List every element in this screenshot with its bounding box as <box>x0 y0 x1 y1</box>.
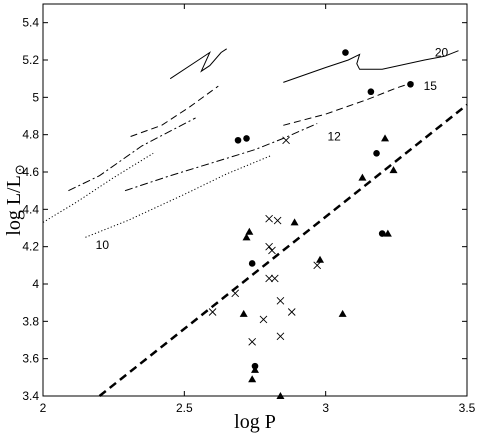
circle-point <box>378 230 386 237</box>
cross-point <box>270 274 279 283</box>
y-tick-label: 5 <box>32 90 39 104</box>
y-axis-label-sub: ⊙ <box>12 164 27 175</box>
cross-point <box>287 308 296 316</box>
mass-label-20: 20 <box>435 46 449 60</box>
plot-frame <box>42 3 468 397</box>
cross-point <box>268 246 276 255</box>
y-tick-label: 5.4 <box>22 16 39 30</box>
y-tick-label: 3.6 <box>22 352 39 366</box>
triangle-point <box>245 227 254 235</box>
track-10-msun-line <box>85 154 273 238</box>
x-tick-label: 2.5 <box>176 401 193 415</box>
cross-point <box>313 261 322 270</box>
cross-point <box>248 338 256 346</box>
circle-point <box>367 88 375 96</box>
y-tick-label: 4.2 <box>22 240 39 254</box>
cross-point <box>273 216 282 225</box>
y-tick-label: 4.6 <box>22 165 39 179</box>
x-tick-label: 3 <box>322 401 329 415</box>
evolutionary-tracks <box>43 48 459 238</box>
cross-point <box>259 315 268 324</box>
mass-labels: 20 15 12 10 <box>96 46 449 252</box>
triangle-point <box>381 134 390 142</box>
cross-point <box>282 136 290 145</box>
y-tick-label: 4.8 <box>22 128 39 142</box>
y-tick-label: 4.4 <box>22 202 39 216</box>
triangle-point <box>338 309 347 317</box>
track-12-msun-line <box>68 117 196 192</box>
cross-point <box>265 214 273 223</box>
triangle-point <box>290 218 299 226</box>
track-15-msun-line <box>130 85 219 137</box>
y-tick-label: 4 <box>32 277 39 291</box>
triangle-point <box>239 309 248 317</box>
y-tick-label: 5.2 <box>22 53 39 67</box>
circle-point <box>407 80 414 88</box>
triangle-point <box>316 255 325 263</box>
track-10-msun-line <box>43 152 154 223</box>
mass-label-15: 15 <box>424 79 438 93</box>
circle-point <box>243 135 250 142</box>
y-axis-label: log L/L⊙ <box>3 164 27 235</box>
mass-label-10: 10 <box>96 238 110 252</box>
track-20-msun-line <box>283 50 459 83</box>
track-12-msun-line <box>124 123 318 192</box>
circle-point <box>342 49 349 56</box>
cross-point <box>265 242 273 251</box>
triangle-point <box>251 365 259 373</box>
cross-point <box>231 289 240 298</box>
cross-point <box>265 274 273 283</box>
triangle-point <box>358 173 367 181</box>
cross-point <box>276 296 285 305</box>
cross-point <box>208 308 217 316</box>
x-tick-label: 3.5 <box>459 401 476 415</box>
triangle-point <box>389 166 398 174</box>
y-tick-label: 3.4 <box>22 389 39 403</box>
axis-ticks: 2 2.5 3 3.5 3.4 3.6 3.8 4 4.2 4.4 4.6 4.8 5 5.2 5.4 <box>22 4 476 415</box>
mass-label-12: 12 <box>327 130 341 144</box>
period-luminosity-trend-line <box>98 103 468 397</box>
circle-point <box>248 260 256 267</box>
trend-line-group <box>98 103 468 397</box>
track-15-msun-line <box>283 81 414 126</box>
triangle-point <box>383 229 392 237</box>
y-tick-label: 3.8 <box>22 314 39 328</box>
data-points <box>208 49 414 399</box>
circle-point <box>234 136 242 144</box>
cross-point <box>276 332 285 341</box>
triangle-point <box>248 375 257 383</box>
x-axis-label: log P <box>234 411 276 433</box>
triangle-point <box>242 233 251 241</box>
track-20-msun-line <box>169 48 227 80</box>
y-axis-label-main: log L/L <box>3 175 25 236</box>
x-tick-label: 2 <box>40 401 47 415</box>
circle-point <box>373 150 380 157</box>
